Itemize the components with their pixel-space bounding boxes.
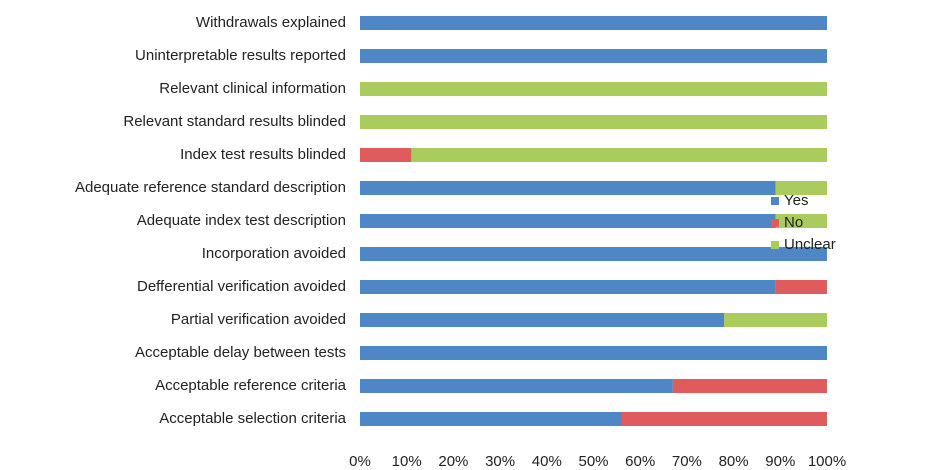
bar-segment — [360, 247, 827, 261]
x-tick-label: 50% — [578, 453, 608, 470]
bar-segment — [360, 313, 725, 327]
bar-segment — [360, 148, 412, 162]
bar-segment — [672, 379, 827, 393]
x-tick-label: 10% — [392, 453, 422, 470]
y-tick-label: Relevant standard results blinded — [123, 113, 346, 130]
y-tick-label: Index test results blinded — [180, 146, 346, 163]
x-tick-label: 40% — [532, 453, 562, 470]
bar-segment — [360, 82, 827, 96]
x-tick-label: 0% — [349, 453, 371, 470]
bar-segment — [411, 148, 827, 162]
bar-segment — [360, 412, 622, 426]
y-tick-label: Withdrawals explained — [196, 14, 346, 31]
bar-segment — [360, 115, 827, 129]
bar-segment — [621, 412, 827, 426]
legend-label: No — [784, 214, 803, 231]
x-tick-label: 90% — [765, 453, 795, 470]
bar-segment — [360, 280, 776, 294]
legend-swatch — [771, 241, 779, 249]
y-tick-label: Defferential verification avoided — [137, 278, 346, 295]
bar-segment — [360, 49, 827, 63]
bar-segment — [775, 214, 827, 228]
legend-swatch — [771, 219, 779, 227]
y-tick-label: Adequate index test description — [137, 212, 346, 229]
x-tick-label: 60% — [625, 453, 655, 470]
x-tick-label: 70% — [672, 453, 702, 470]
x-tick-label: 20% — [438, 453, 468, 470]
legend-label: Unclear — [784, 236, 836, 253]
x-tick-label: 30% — [485, 453, 515, 470]
bar-segment — [360, 16, 827, 30]
y-tick-label: Uninterpretable results reported — [135, 47, 346, 64]
bar-segment — [360, 214, 776, 228]
bar-segment — [724, 313, 827, 327]
y-tick-label: Partial verification avoided — [171, 311, 346, 328]
y-tick-label: Acceptable reference criteria — [155, 377, 347, 394]
legend-swatch — [771, 197, 779, 205]
y-tick-label: Incorporation avoided — [202, 245, 346, 262]
bar-segment — [360, 379, 673, 393]
bar-segment — [360, 181, 776, 195]
y-tick-label: Adequate reference standard description — [75, 179, 346, 196]
y-tick-label: Acceptable delay between tests — [135, 344, 346, 361]
bar-segment — [360, 346, 827, 360]
legend-label: Yes — [784, 192, 808, 209]
y-tick-label: Acceptable selection criteria — [159, 410, 346, 427]
bar-segment — [775, 181, 827, 195]
y-tick-label: Relevant clinical information — [159, 80, 346, 97]
bar-segment — [775, 280, 827, 294]
x-tick-label: 100% — [808, 453, 846, 470]
x-tick-label: 80% — [719, 453, 749, 470]
